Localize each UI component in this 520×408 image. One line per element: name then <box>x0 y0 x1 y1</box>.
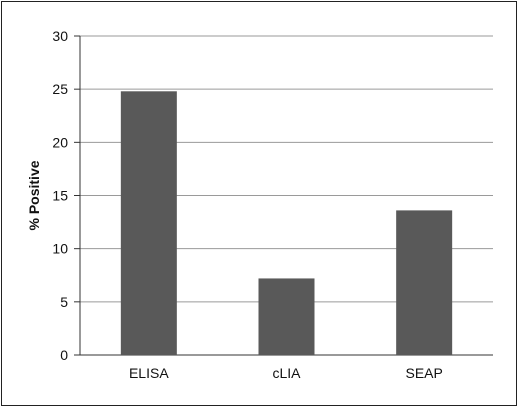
bar-seap <box>396 210 453 355</box>
x-tick-labels: ELISA cLIA SEAP <box>129 365 443 381</box>
y-tick-label: 0 <box>60 347 68 363</box>
y-tick-label: 30 <box>52 28 68 44</box>
y-tick-label: 15 <box>52 188 68 204</box>
y-tick-label: 20 <box>52 134 68 150</box>
x-tick-label: SEAP <box>405 365 442 381</box>
y-tick-label: 10 <box>52 241 68 257</box>
y-axis-label: % Positive <box>26 160 42 230</box>
y-tick-label: 5 <box>60 294 68 310</box>
bars <box>120 91 453 355</box>
y-tick-label: 25 <box>52 81 68 97</box>
x-tick-label: ELISA <box>129 365 169 381</box>
x-tick-label: cLIA <box>272 365 301 381</box>
bar-elisa <box>120 91 177 355</box>
bar-clia <box>258 278 315 355</box>
y-tick-labels: 0 5 10 15 20 25 30 <box>52 28 68 363</box>
